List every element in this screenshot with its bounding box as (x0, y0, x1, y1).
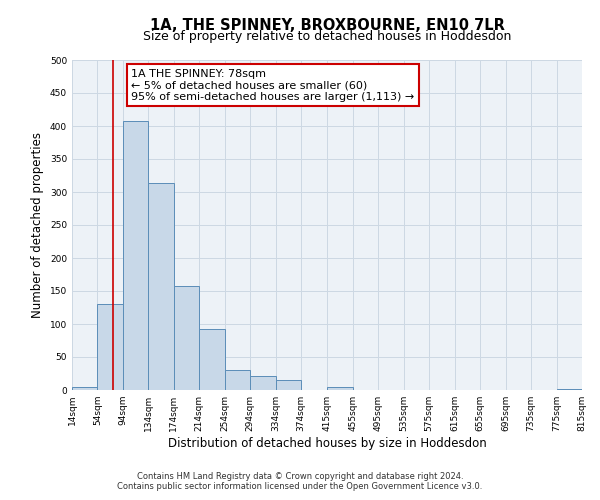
Bar (199, 328, 225, 390)
Bar (174, 286, 199, 390)
Bar (225, 370, 250, 390)
Bar (123, 122, 148, 390)
X-axis label: Distribution of detached houses by size in Hoddesdon: Distribution of detached houses by size … (167, 437, 487, 450)
Bar (250, 376, 276, 390)
Y-axis label: Number of detached properties: Number of detached properties (31, 132, 44, 318)
Text: 1A, THE SPINNEY, BROXBOURNE, EN10 7LR: 1A, THE SPINNEY, BROXBOURNE, EN10 7LR (149, 18, 505, 32)
Bar (72, 386, 97, 390)
Text: 1A THE SPINNEY: 78sqm
← 5% of detached houses are smaller (60)
95% of semi-detac: 1A THE SPINNEY: 78sqm ← 5% of detached h… (131, 68, 415, 102)
Bar (97, 304, 123, 390)
Text: Contains public sector information licensed under the Open Government Licence v3: Contains public sector information licen… (118, 482, 482, 491)
Bar (328, 386, 353, 390)
Text: Contains HM Land Registry data © Crown copyright and database right 2024.: Contains HM Land Registry data © Crown c… (137, 472, 463, 481)
Text: Size of property relative to detached houses in Hoddesdon: Size of property relative to detached ho… (143, 30, 511, 43)
Bar (276, 380, 301, 390)
Bar (148, 184, 174, 390)
Bar (557, 388, 582, 390)
